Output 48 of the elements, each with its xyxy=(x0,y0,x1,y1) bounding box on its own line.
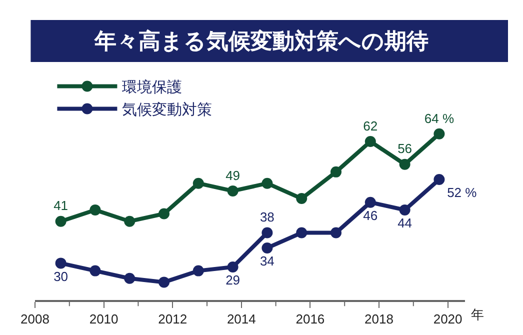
x-tick-label: 2012 xyxy=(158,311,188,326)
point xyxy=(262,178,273,189)
point xyxy=(192,178,204,189)
point xyxy=(296,193,308,204)
chart-title: 年々高まる気候変動対策への期待 xyxy=(94,28,428,54)
point xyxy=(192,265,204,276)
point xyxy=(399,158,410,170)
point xyxy=(434,174,445,186)
x-tick-label: 2016 xyxy=(296,311,325,326)
x-tick-label: 2010 xyxy=(89,311,118,326)
point xyxy=(55,216,66,227)
point xyxy=(434,128,445,140)
data-label: 56 xyxy=(398,141,412,156)
point xyxy=(262,227,273,238)
data-label: 29 xyxy=(226,272,240,288)
point xyxy=(227,261,238,272)
x-tick-label: 2018 xyxy=(364,311,394,326)
x-tick-label: 2014 xyxy=(226,311,256,326)
point xyxy=(330,166,342,178)
data-label: 52 % xyxy=(447,185,478,200)
data-label: 41 xyxy=(54,198,68,214)
data-label: 49 xyxy=(226,168,240,183)
point xyxy=(399,204,410,216)
point xyxy=(364,136,376,147)
point xyxy=(296,227,308,238)
point xyxy=(124,272,136,284)
point xyxy=(90,265,101,276)
x-axis-title: 年 xyxy=(471,307,484,322)
data-label: 62 xyxy=(363,118,378,134)
point xyxy=(90,204,101,216)
data-label: 30 xyxy=(54,268,68,284)
point xyxy=(364,196,376,208)
point xyxy=(124,216,136,227)
legend-label: 気候変動対策 xyxy=(122,102,212,119)
x-tick-label: 2020 xyxy=(433,311,462,326)
data-label: 46 xyxy=(363,208,378,223)
x-tick-label: 2008 xyxy=(20,311,50,326)
data-label: 38 xyxy=(260,210,274,225)
point xyxy=(227,185,238,196)
point xyxy=(158,208,170,220)
legend-label: 環境保護 xyxy=(122,79,182,96)
point xyxy=(158,276,170,288)
data-label: 44 xyxy=(398,216,412,231)
point xyxy=(55,258,66,269)
data-label: 34 xyxy=(260,254,274,269)
point xyxy=(330,227,342,238)
data-label: 64 % xyxy=(424,110,454,126)
point xyxy=(262,242,273,254)
